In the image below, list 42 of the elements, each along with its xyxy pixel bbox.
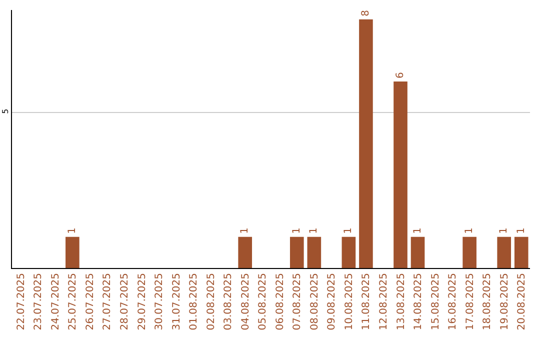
data-label: 1 — [464, 228, 476, 234]
data-label: 1 — [412, 228, 424, 234]
x-tick-label: 08.08.2025 — [309, 273, 320, 330]
x-tick-label: 26.07.2025 — [84, 273, 96, 330]
x-tick-label: 06.08.2025 — [274, 273, 286, 330]
x-tick-label: 13.08.2025 — [396, 273, 407, 330]
x-tick-label: 17.08.2025 — [464, 273, 476, 330]
x-tick-label: 11.08.2025 — [361, 273, 372, 330]
x-tick-label: 16.08.2025 — [448, 273, 459, 330]
x-tick-label: 03.08.2025 — [223, 273, 234, 330]
x-tick-label: 02.08.2025 — [206, 273, 217, 330]
data-label: 1 — [66, 228, 78, 234]
x-tick-label: 10.08.2025 — [344, 273, 355, 330]
x-tick-label: 29.07.2025 — [136, 273, 148, 330]
x-tick-label: 07.08.2025 — [292, 273, 304, 330]
x-tick-label: 20.08.2025 — [516, 273, 528, 330]
x-tick-label: 27.07.2025 — [102, 273, 114, 330]
data-label: 1 — [516, 228, 527, 234]
y-tick-label: 5 — [0, 108, 10, 114]
x-tick-label: 14.08.2025 — [413, 273, 424, 330]
x-tick-label: 25.07.2025 — [68, 273, 79, 330]
x-tick-label: 22.07.2025 — [16, 273, 27, 330]
x-tick-label: 12.08.2025 — [378, 273, 390, 330]
data-label: 8 — [360, 10, 372, 16]
x-tick-label: 18.08.2025 — [482, 273, 494, 330]
data-label: 1 — [308, 228, 320, 234]
x-tick-label: 09.08.2025 — [326, 273, 338, 330]
x-tick-label: 01.08.2025 — [188, 273, 200, 330]
data-label: 1 — [498, 228, 510, 234]
x-tick-label: 19.08.2025 — [499, 273, 510, 330]
data-label: 1 — [240, 228, 251, 234]
x-tick-label: 23.07.2025 — [33, 273, 44, 330]
data-label: 1 — [291, 228, 302, 234]
x-tick-label: 15.08.2025 — [430, 273, 442, 330]
x-tick-label: 31.07.2025 — [171, 273, 182, 330]
x-tick-label: 30.07.2025 — [154, 273, 166, 330]
data-label: 6 — [395, 72, 406, 78]
x-tick-label: 05.08.2025 — [258, 273, 269, 330]
x-tick-label: 28.07.2025 — [119, 273, 130, 330]
x-tick-label: 04.08.2025 — [240, 273, 252, 330]
data-label: 1 — [343, 228, 354, 234]
x-tick-label: 24.07.2025 — [50, 273, 62, 330]
